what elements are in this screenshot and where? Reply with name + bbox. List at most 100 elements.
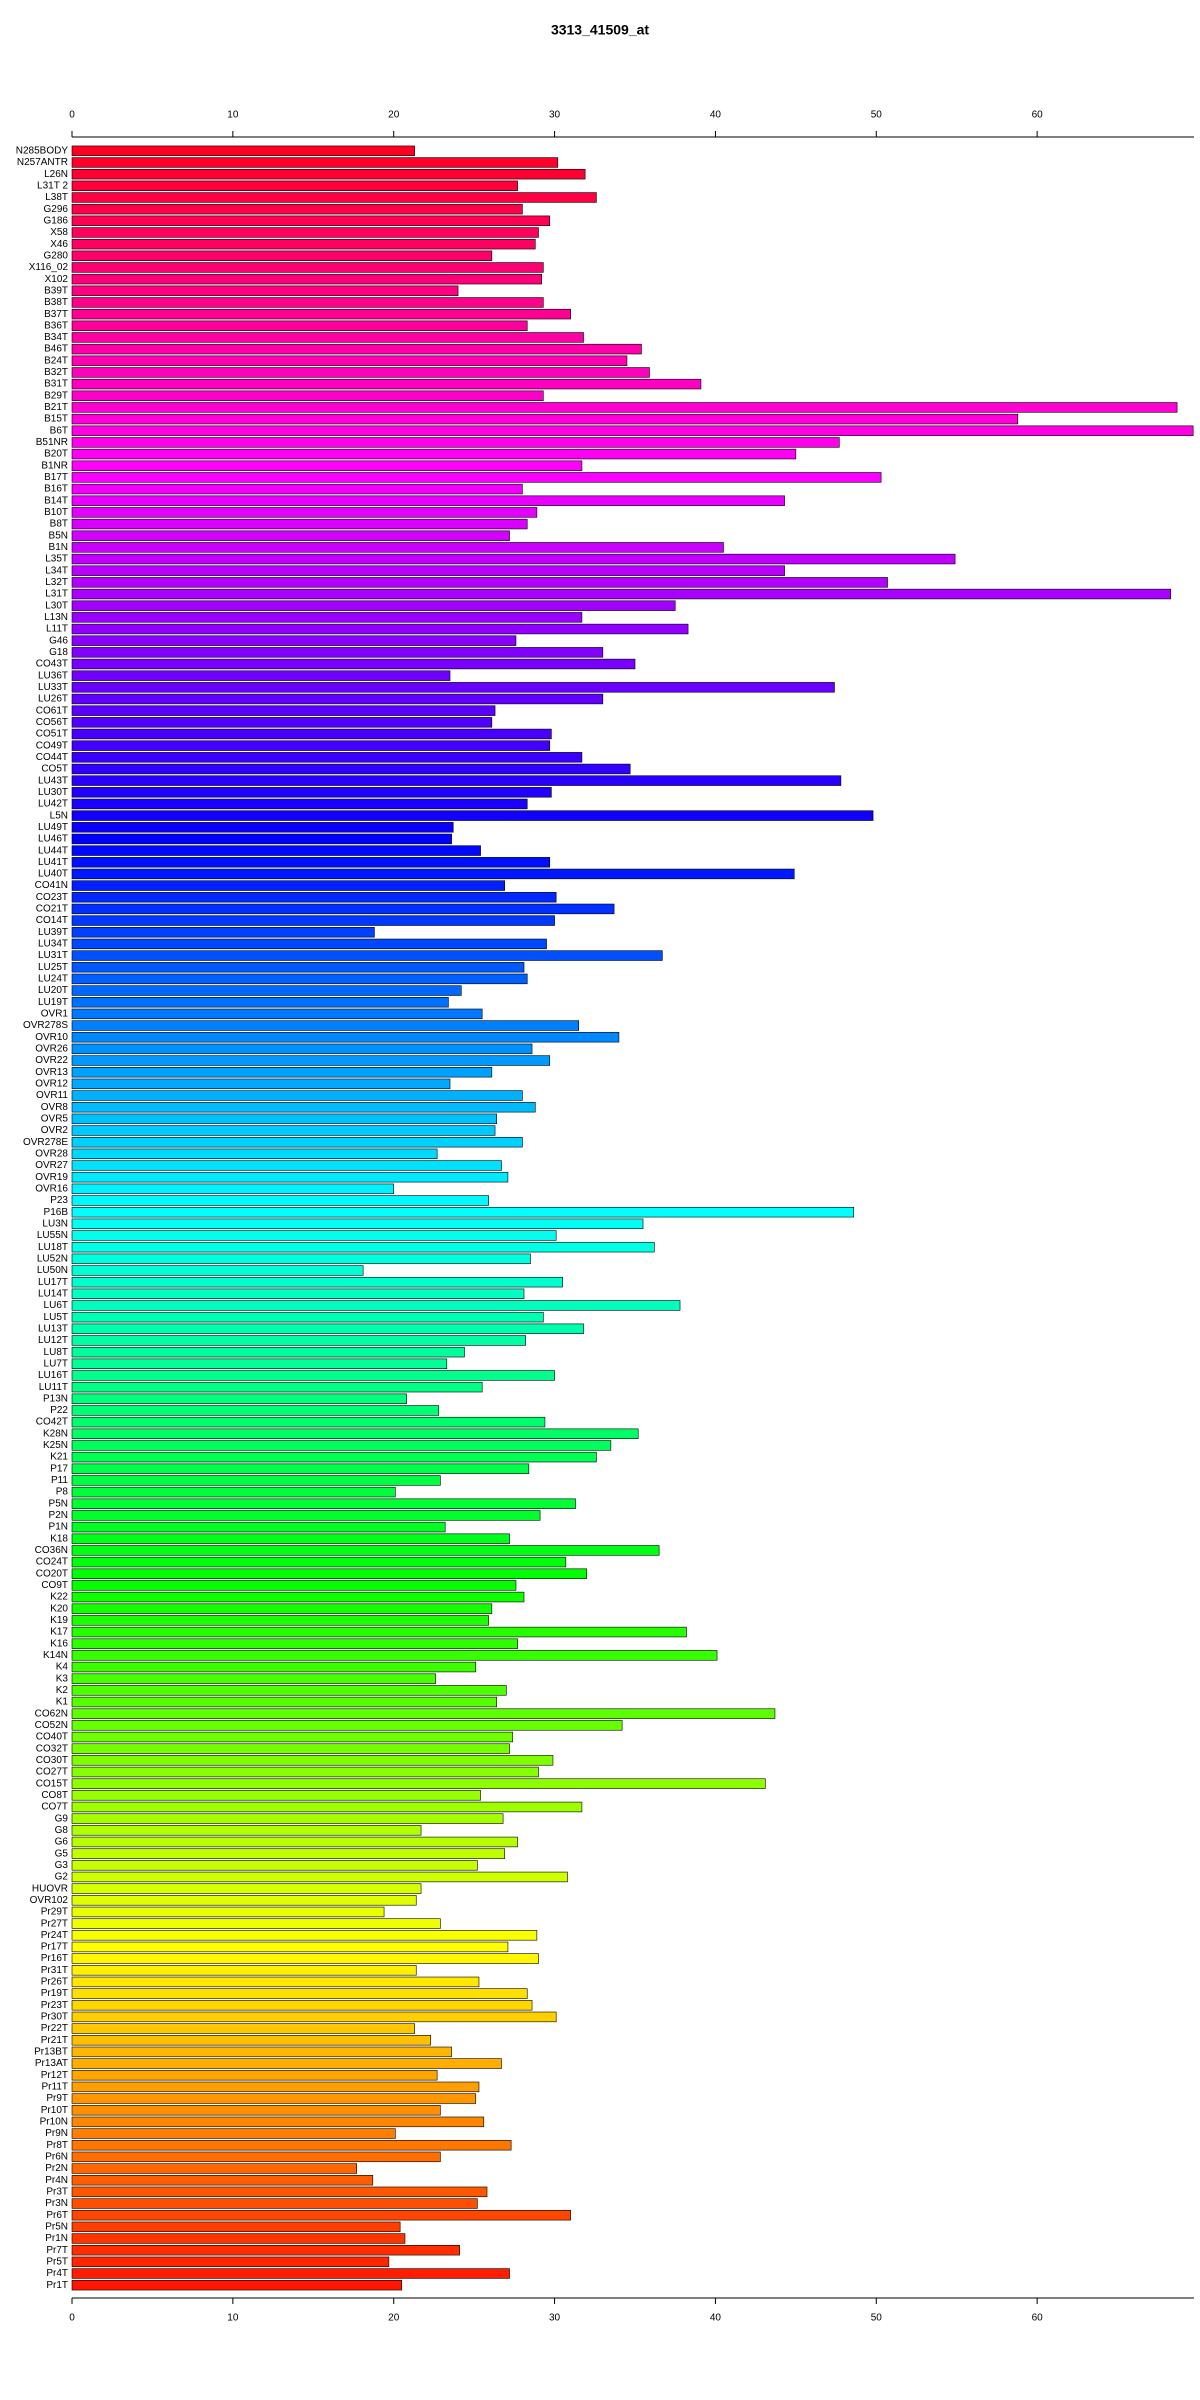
y-tick-label: P13N bbox=[43, 1393, 68, 1404]
bar bbox=[71, 2163, 358, 2174]
y-tick-label: LU39T bbox=[38, 927, 68, 938]
bar bbox=[71, 2128, 396, 2139]
y-tick-label: G3 bbox=[55, 1860, 69, 1871]
bar bbox=[71, 1381, 483, 1393]
y-tick-label: L13N bbox=[44, 612, 68, 623]
bar bbox=[71, 1195, 489, 1206]
y-tick-label: Pr29T bbox=[41, 1907, 68, 1918]
bar bbox=[71, 355, 628, 366]
y-tick-label: Pr5N bbox=[45, 2221, 68, 2232]
y-tick-label: Pr3N bbox=[45, 2198, 68, 2209]
bar bbox=[71, 1615, 489, 1626]
bar bbox=[71, 215, 551, 227]
y-tick-label: K2 bbox=[56, 1685, 69, 1696]
bar bbox=[71, 320, 528, 331]
y-tick-label: B32T bbox=[44, 367, 68, 378]
bar bbox=[71, 1673, 436, 1684]
y-tick-label: OVR13 bbox=[35, 1067, 68, 1078]
bar bbox=[71, 1743, 510, 1754]
y-tick-label: LU40T bbox=[38, 869, 68, 880]
bar bbox=[71, 612, 583, 623]
bar bbox=[71, 2081, 480, 2093]
y-tick-label: B8T bbox=[50, 519, 68, 530]
y-tick-label: Pr16T bbox=[41, 1953, 68, 1964]
y-tick-label: CO52N bbox=[35, 1720, 68, 1731]
bar bbox=[71, 483, 523, 495]
y-tick-label: L31T 2 bbox=[37, 180, 68, 191]
bar bbox=[71, 1778, 766, 1789]
y-tick-label: P8 bbox=[56, 1487, 69, 1498]
bar bbox=[71, 845, 481, 856]
y-tick-label: LU36T bbox=[38, 670, 68, 681]
bar bbox=[71, 2105, 441, 2116]
y-tick-label: P11 bbox=[51, 1475, 68, 1486]
bar bbox=[71, 1463, 530, 1474]
bar bbox=[71, 682, 835, 693]
y-tick-label: OVR10 bbox=[35, 1032, 68, 1043]
x-tick-label: 50 bbox=[871, 110, 883, 121]
bar bbox=[71, 273, 543, 285]
bar bbox=[71, 868, 795, 880]
y-tick-label: G296 bbox=[44, 204, 69, 215]
bar bbox=[71, 1020, 580, 1031]
y-tick-label: B1N bbox=[49, 542, 68, 553]
y-tick-label: Pr23T bbox=[41, 2000, 68, 2011]
y-tick-label: LU12T bbox=[38, 1335, 68, 1346]
bar bbox=[71, 1206, 855, 1218]
y-tick-label: L34T bbox=[45, 565, 68, 576]
y-tick-label: Pr26T bbox=[41, 1977, 68, 1988]
bar bbox=[71, 425, 1194, 436]
bar bbox=[71, 647, 604, 658]
y-tick-label: Pr27T bbox=[41, 1918, 68, 1929]
bar bbox=[71, 180, 518, 192]
y-tick-label: OVR12 bbox=[35, 1079, 68, 1090]
chart-title: 3313_41509_at bbox=[551, 22, 649, 38]
bar bbox=[71, 1568, 588, 1579]
y-tick-label: CO32T bbox=[36, 1743, 68, 1754]
bar bbox=[71, 1090, 523, 1101]
x-tick-label: 30 bbox=[549, 2313, 561, 2324]
bar bbox=[71, 740, 551, 751]
y-tick-label: Pr13BT bbox=[34, 2047, 68, 2058]
bar bbox=[71, 2000, 533, 2011]
y-tick-label: LU19T bbox=[38, 997, 68, 1008]
y-tick-label: P16B bbox=[44, 1207, 69, 1218]
bar bbox=[71, 1475, 441, 1486]
x-tick-label: 60 bbox=[1032, 110, 1044, 121]
x-tick-label: 50 bbox=[871, 2313, 883, 2324]
bar bbox=[71, 1346, 465, 1358]
y-tick-label: Pr3T bbox=[46, 2187, 68, 2198]
y-tick-label: CO42T bbox=[36, 1417, 68, 1428]
bar bbox=[71, 1393, 407, 1404]
bar bbox=[71, 1638, 518, 1649]
bar bbox=[71, 2046, 452, 2058]
bar bbox=[71, 1860, 478, 1871]
y-tick-label: LU42T bbox=[38, 799, 68, 810]
y-tick-label: LU18T bbox=[38, 1242, 68, 1253]
y-tick-label: K14N bbox=[43, 1650, 68, 1661]
bar bbox=[71, 2244, 460, 2256]
bar bbox=[71, 658, 636, 670]
bar bbox=[71, 1102, 536, 1113]
bar bbox=[71, 1416, 546, 1428]
bar bbox=[71, 1708, 776, 1719]
bar bbox=[71, 635, 517, 646]
bar bbox=[71, 250, 493, 261]
bar bbox=[71, 2035, 432, 2046]
y-tick-label: B20T bbox=[44, 449, 68, 460]
y-tick-label: Pr21T bbox=[41, 2035, 68, 2046]
y-tick-label: G6 bbox=[55, 1837, 69, 1848]
y-tick-label: OVR102 bbox=[30, 1895, 69, 1906]
bar bbox=[71, 472, 882, 483]
y-tick-label: B24T bbox=[44, 355, 68, 366]
bar bbox=[71, 530, 510, 541]
y-tick-label: LU7T bbox=[44, 1358, 68, 1369]
bar bbox=[71, 1755, 554, 1766]
x-tick-label: 10 bbox=[227, 2313, 239, 2324]
bar bbox=[71, 985, 462, 996]
x-tick-label: 30 bbox=[549, 110, 561, 121]
bar bbox=[71, 1078, 451, 1090]
y-tick-label: OVR278S bbox=[23, 1020, 68, 1031]
bar bbox=[71, 927, 375, 938]
